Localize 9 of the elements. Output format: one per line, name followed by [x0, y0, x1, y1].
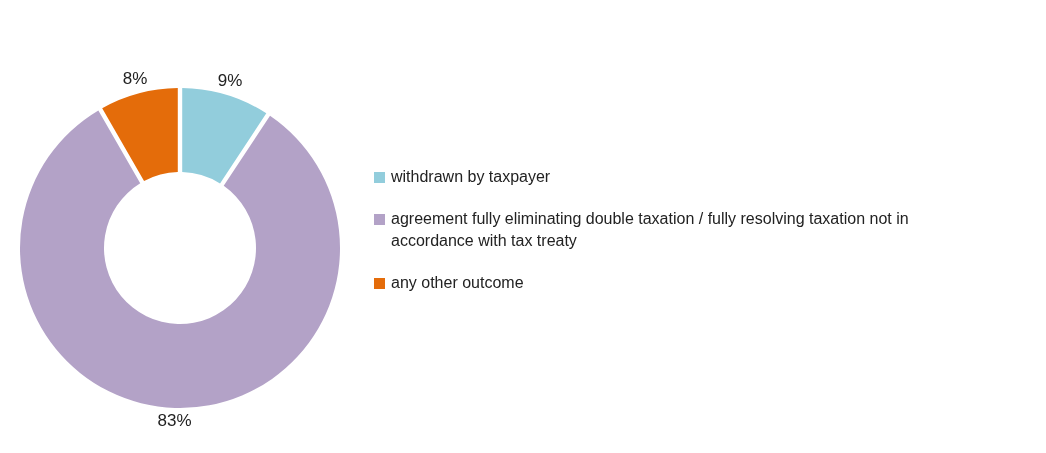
data-label: 83% [157, 411, 192, 431]
donut-slice [20, 110, 340, 408]
legend-label: any other outcome [391, 274, 524, 292]
legend-label: agreement fully eliminating double taxation / fully resolving taxation not in accordance with tax treaty [391, 210, 909, 250]
legend-label: withdrawn by taxpayer [390, 168, 551, 186]
donut-slice [102, 88, 178, 182]
data-label: 8% [122, 69, 148, 89]
data-label: 9% [217, 70, 243, 90]
donut-slice [182, 88, 267, 184]
